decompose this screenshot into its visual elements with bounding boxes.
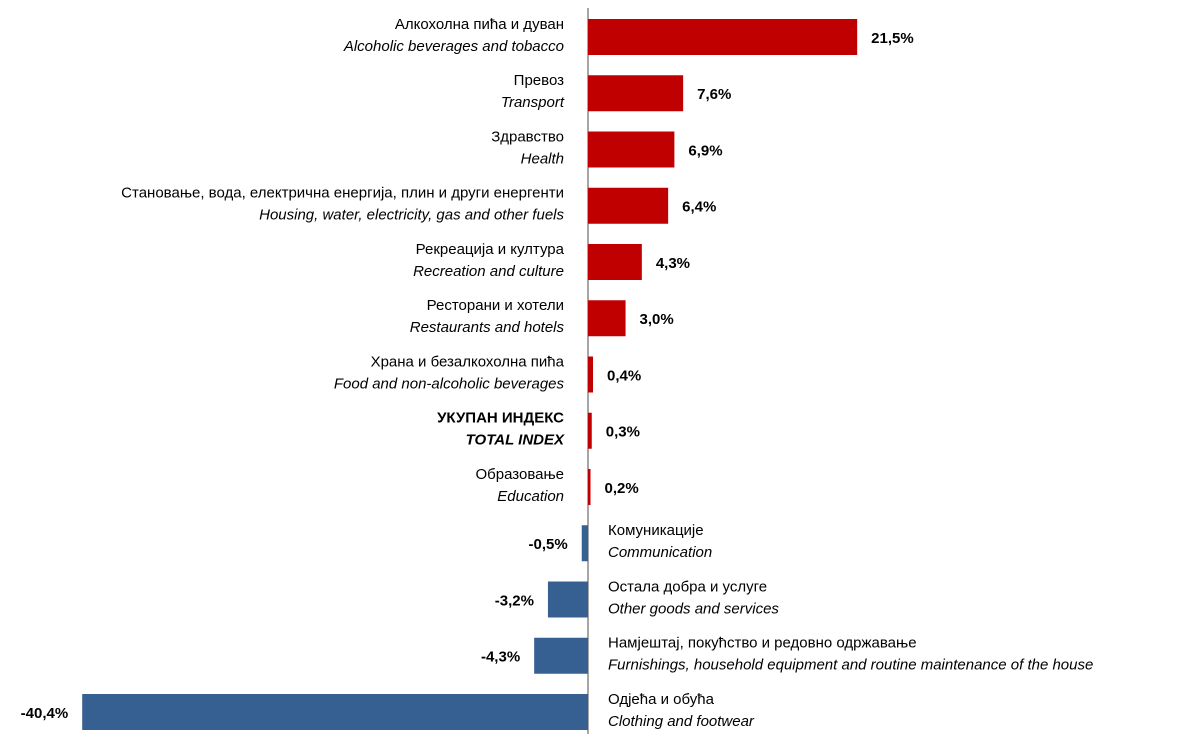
category-label-en: TOTAL INDEX bbox=[466, 432, 565, 449]
value-label: 4,3% bbox=[656, 255, 690, 272]
category-label-en: Transport bbox=[501, 94, 565, 111]
bar bbox=[588, 187, 669, 224]
value-label: -3,2% bbox=[495, 592, 534, 609]
category-label: Остала добра и услуге bbox=[608, 578, 767, 595]
category-label: Образовање bbox=[476, 466, 565, 483]
category-label: Становање, вода, електрична енергија, пл… bbox=[121, 185, 564, 202]
bar bbox=[588, 19, 858, 55]
value-label: 21,5% bbox=[871, 30, 914, 47]
bar bbox=[588, 300, 626, 337]
value-label: 0,2% bbox=[605, 480, 639, 497]
bar bbox=[588, 244, 642, 280]
category-label-en: Alcoholic beverages and tobacco bbox=[343, 38, 564, 55]
category-label-en: Education bbox=[497, 488, 564, 505]
value-label: 3,0% bbox=[640, 311, 674, 328]
category-label: Намјештај, покућство и редовно одржавање bbox=[608, 635, 917, 652]
category-label-en: Furnishings, household equipment and rou… bbox=[608, 657, 1093, 674]
value-label: 6,9% bbox=[688, 142, 722, 159]
value-label: -0,5% bbox=[529, 536, 568, 553]
bar bbox=[588, 469, 591, 505]
value-label: 0,3% bbox=[606, 424, 640, 441]
category-label: Рекреација и култура bbox=[416, 241, 565, 258]
category-label-en: Other goods and services bbox=[608, 600, 779, 617]
bar bbox=[588, 75, 684, 112]
category-label-en: Restaurants and hotels bbox=[410, 319, 565, 336]
category-label: Здравство bbox=[491, 128, 564, 145]
bar bbox=[534, 637, 588, 674]
category-label: Комуникације bbox=[608, 522, 704, 539]
category-label-en: Health bbox=[521, 150, 564, 167]
category-label: Храна и безалкохолна пића bbox=[371, 353, 565, 370]
bar bbox=[581, 525, 588, 562]
value-label: -40,4% bbox=[21, 705, 69, 722]
bar bbox=[547, 581, 588, 618]
category-label: Превоз bbox=[514, 72, 564, 89]
category-label-en: Food and non-alcoholic beverages bbox=[334, 375, 565, 392]
value-label: -4,3% bbox=[481, 649, 520, 666]
value-label: 6,4% bbox=[682, 199, 716, 216]
category-label-en: Communication bbox=[608, 544, 712, 561]
value-label: 0,4% bbox=[607, 367, 641, 384]
category-label: Одјећа и обућа bbox=[608, 691, 715, 708]
category-label: УКУПАН ИНДЕКС bbox=[437, 410, 564, 427]
bar bbox=[588, 356, 594, 393]
bar bbox=[588, 412, 592, 449]
bar bbox=[588, 131, 675, 168]
category-label: Алкохолна пића и дуван bbox=[395, 16, 564, 33]
category-label-en: Clothing and footwear bbox=[608, 713, 755, 730]
value-label: 7,6% bbox=[697, 86, 731, 103]
category-label-en: Housing, water, electricity, gas and oth… bbox=[259, 207, 564, 224]
category-label: Ресторани и хотели bbox=[427, 297, 564, 314]
category-label-en: Recreation and culture bbox=[413, 263, 564, 280]
bar bbox=[82, 694, 588, 730]
